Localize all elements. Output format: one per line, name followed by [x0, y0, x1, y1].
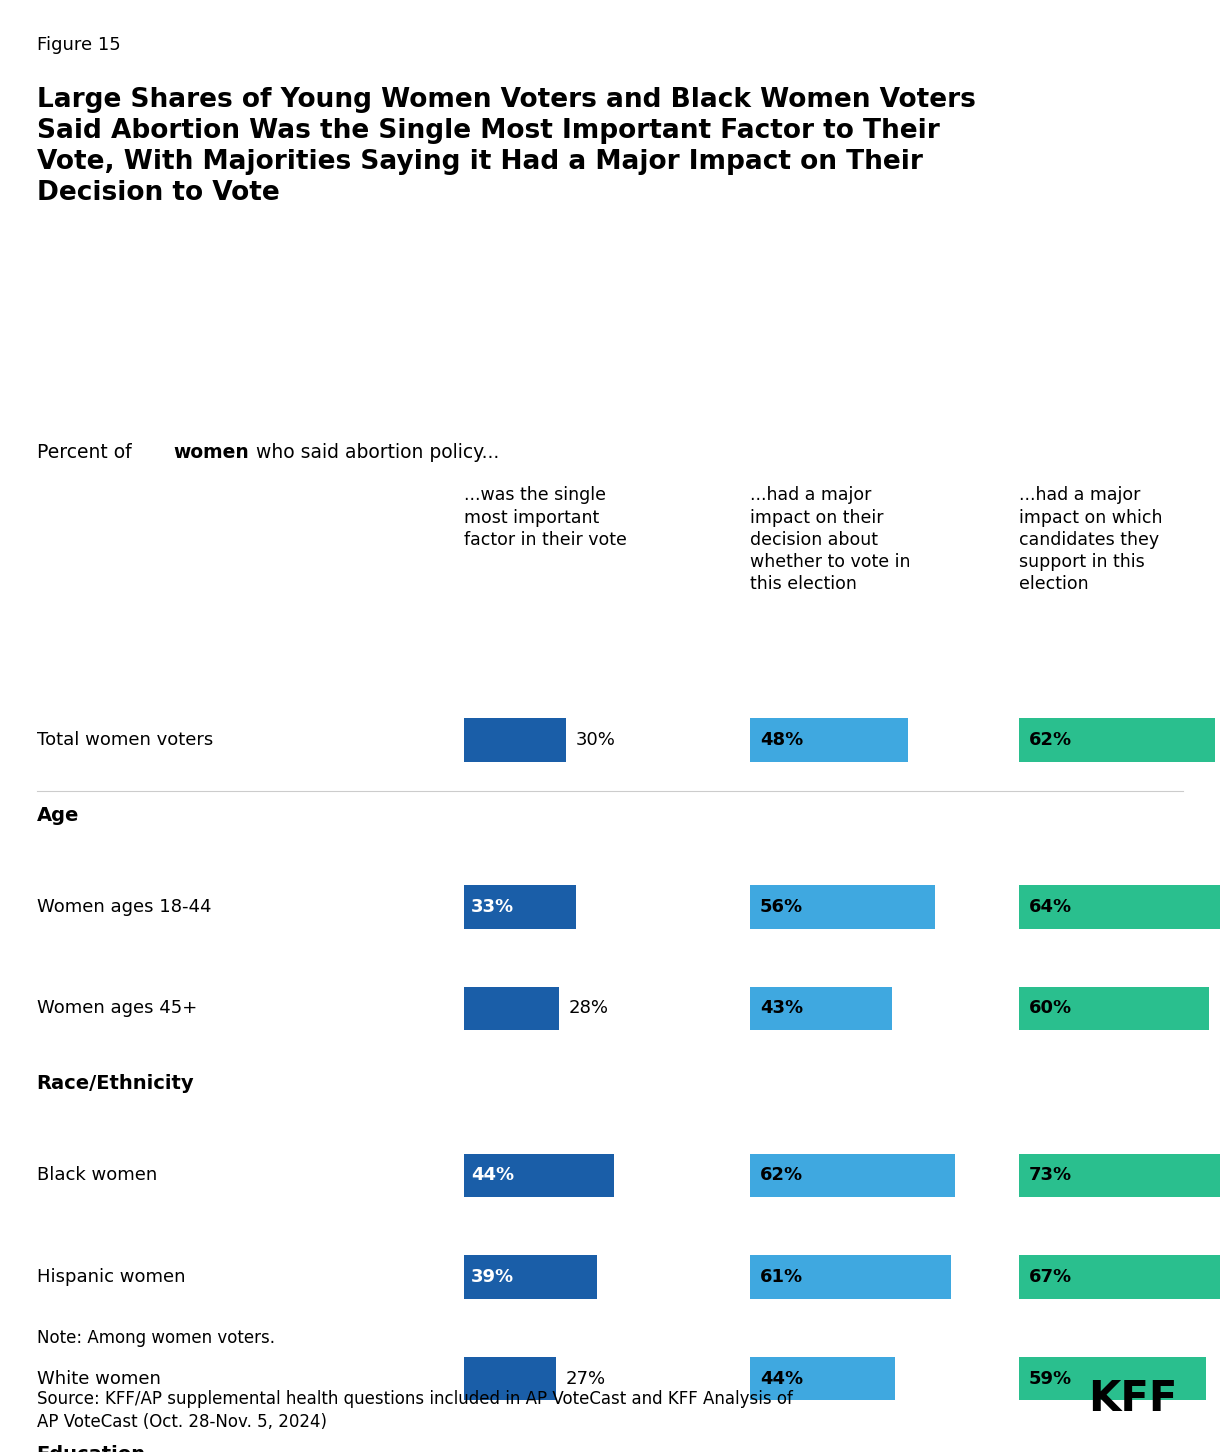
Text: Education: Education [37, 1445, 145, 1452]
Text: 64%: 64% [1028, 897, 1071, 916]
Text: 56%: 56% [760, 897, 803, 916]
Bar [464, 1358, 556, 1401]
Bar [750, 987, 892, 1031]
Text: Percent of: Percent of [37, 443, 137, 462]
Bar [464, 1154, 614, 1196]
Text: ...was the single
most important
factor in their vote: ...was the single most important factor … [464, 486, 627, 549]
Text: 44%: 44% [471, 1166, 514, 1185]
Bar [1019, 1255, 1220, 1300]
Text: Black women: Black women [37, 1166, 157, 1185]
Bar [1019, 1154, 1220, 1196]
Bar [1019, 987, 1209, 1031]
Bar [1019, 1358, 1205, 1401]
Bar [750, 719, 909, 762]
Text: 61%: 61% [760, 1268, 803, 1286]
Text: 73%: 73% [1028, 1166, 1071, 1185]
Text: 43%: 43% [760, 999, 803, 1018]
Text: Women ages 18-44: Women ages 18-44 [37, 897, 211, 916]
Text: Race/Ethnicity: Race/Ethnicity [37, 1074, 194, 1093]
Text: 44%: 44% [760, 1369, 803, 1388]
Bar [1019, 719, 1215, 762]
Text: 60%: 60% [1028, 999, 1071, 1018]
Text: 33%: 33% [471, 897, 514, 916]
Text: 48%: 48% [760, 730, 803, 749]
Bar [464, 886, 576, 929]
Bar [750, 1358, 895, 1401]
Text: 62%: 62% [1028, 730, 1071, 749]
Text: Hispanic women: Hispanic women [37, 1268, 185, 1286]
Text: Age: Age [37, 806, 79, 825]
Text: 39%: 39% [471, 1268, 514, 1286]
Text: Source: KFF/AP supplemental health questions included in AP VoteCast and KFF Ana: Source: KFF/AP supplemental health quest… [37, 1390, 793, 1432]
Text: Large Shares of Young Women Voters and Black Women Voters
Said Abortion Was the : Large Shares of Young Women Voters and B… [37, 87, 976, 206]
Text: White women: White women [37, 1369, 161, 1388]
Bar [464, 719, 566, 762]
Text: 67%: 67% [1028, 1268, 1071, 1286]
Bar [750, 1255, 952, 1300]
Text: 62%: 62% [760, 1166, 803, 1185]
Text: 27%: 27% [566, 1369, 605, 1388]
Text: ...had a major
impact on which
candidates they
support in this
election: ...had a major impact on which candidate… [1019, 486, 1163, 594]
Bar [464, 987, 559, 1031]
Bar [750, 1154, 954, 1196]
Text: who said abortion policy...: who said abortion policy... [256, 443, 499, 462]
Text: ...had a major
impact on their
decision about
whether to vote in
this election: ...had a major impact on their decision … [750, 486, 911, 594]
Bar [464, 1255, 597, 1300]
Text: KFF: KFF [1088, 1378, 1177, 1420]
Text: Figure 15: Figure 15 [37, 36, 121, 54]
Text: 59%: 59% [1028, 1369, 1071, 1388]
Text: Total women voters: Total women voters [37, 730, 212, 749]
Bar [1019, 886, 1220, 929]
Text: Note: Among women voters.: Note: Among women voters. [37, 1329, 274, 1346]
Text: women: women [173, 443, 249, 462]
Bar [750, 886, 935, 929]
Text: 30%: 30% [576, 730, 616, 749]
Text: Women ages 45+: Women ages 45+ [37, 999, 196, 1018]
Text: 28%: 28% [569, 999, 609, 1018]
